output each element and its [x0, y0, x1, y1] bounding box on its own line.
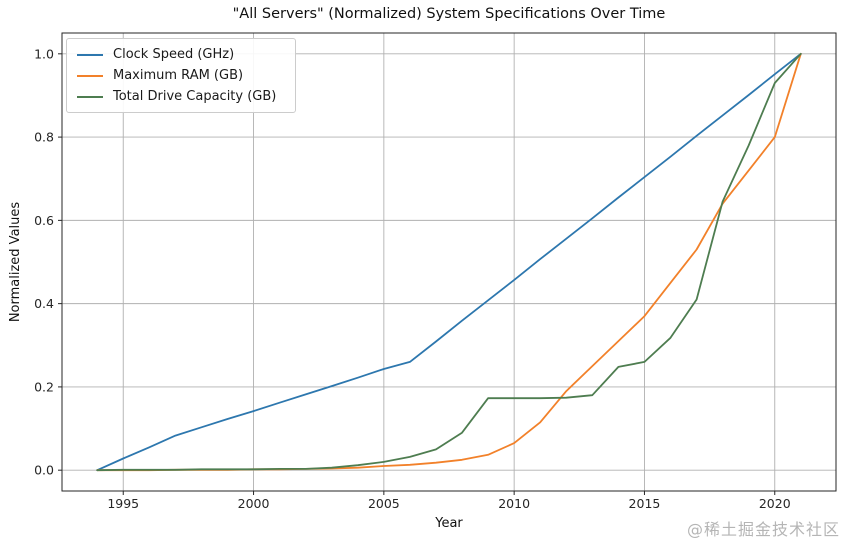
y-tick-label: 1.0: [34, 46, 54, 61]
watermark: @稀土掘金技术社区: [686, 520, 840, 539]
x-tick-label: 2010: [498, 496, 530, 511]
legend: Clock Speed (GHz) Maximum RAM (GB) Total…: [66, 38, 296, 113]
y-axis-label: Normalized Values: [8, 201, 23, 323]
series-line-clock-speed-ghz: [96, 52, 802, 472]
legend-item-total-drive-capacity: Total Drive Capacity (GB): [77, 86, 285, 107]
legend-item-maximum-ram: Maximum RAM (GB): [77, 65, 285, 86]
y-tick-label: 0.4: [34, 296, 54, 311]
x-axis-label: Year: [435, 516, 463, 531]
series-line-total-drive-capacity-gb: [96, 52, 802, 472]
x-tick-label: 2000: [238, 496, 270, 511]
legend-label: Maximum RAM (GB): [113, 68, 244, 83]
x-tick-label: 1995: [107, 496, 139, 511]
maximum-ram-line-swatch: [77, 74, 103, 77]
x-tick-label: 2005: [368, 496, 400, 511]
total-drive-capacity-line-swatch: [77, 95, 103, 98]
x-tick-label: 2015: [629, 496, 661, 511]
chart-title: "All Servers" (Normalized) System Specif…: [232, 6, 666, 22]
clock-speed-line-swatch: [77, 53, 103, 56]
series-line-maximum-ram-gb: [96, 52, 802, 472]
legend-label: Total Drive Capacity (GB): [113, 89, 277, 104]
x-tick-label: 2020: [759, 496, 791, 511]
legend-item-clock-speed: Clock Speed (GHz): [77, 44, 285, 65]
y-tick-label: 0.2: [34, 379, 54, 394]
y-tick-label: 0.0: [34, 463, 54, 478]
plot-border: [61, 32, 837, 492]
legend-label: Clock Speed (GHz): [113, 47, 235, 62]
y-tick-label: 0.6: [34, 213, 54, 228]
y-tick-label: 0.8: [34, 130, 54, 145]
